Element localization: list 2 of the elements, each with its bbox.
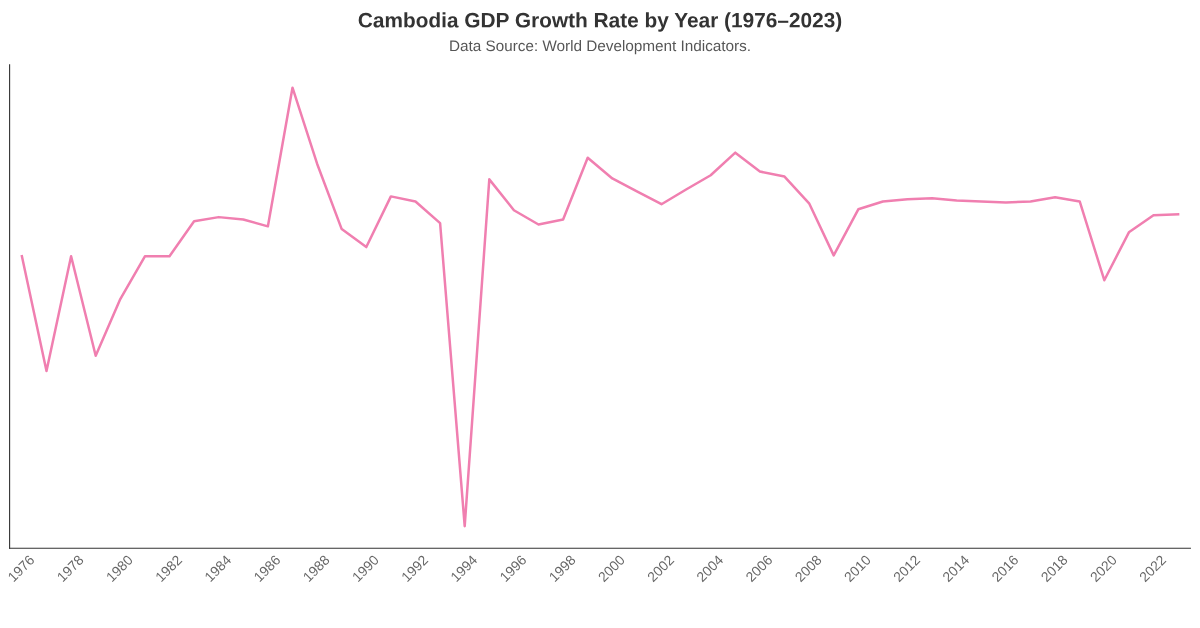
chart-title: Cambodia GDP Growth Rate by Year (1976–2023) <box>358 12 842 32</box>
chart-subtitle: Data Source: World Development Indicators. <box>450 39 750 55</box>
